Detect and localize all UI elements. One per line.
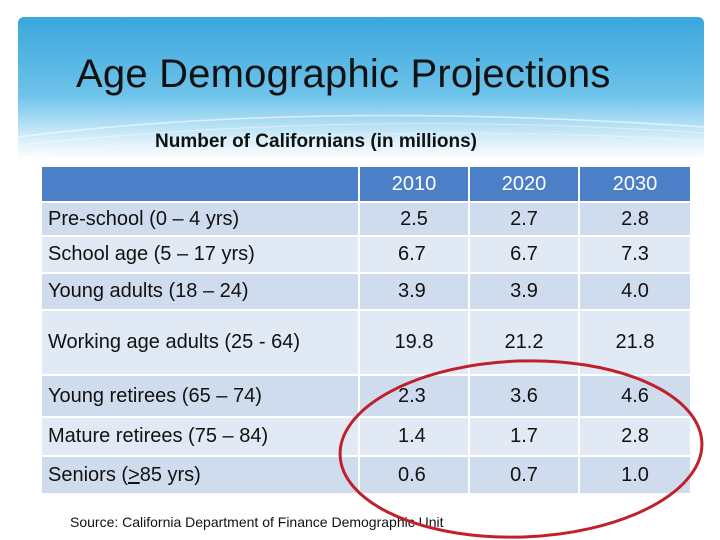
decorative-swoosh [18,114,704,156]
value-cell: 2.5 [360,203,470,237]
value-cell: 6.7 [470,237,580,274]
value-cell: 19.8 [360,311,470,376]
table-header-row: 2010 2020 2030 [42,167,690,203]
value-cell: 2.3 [360,376,470,418]
row-label-prefix: Seniors ( [48,463,129,486]
value-cell: 7.3 [580,237,690,274]
value-cell: 3.9 [360,274,470,311]
row-label-suffix: 85 yrs) [139,463,201,486]
projection-table: 2010 2020 2030 Pre-school (0 – 4 yrs) 2.… [42,167,690,495]
table-row: Pre-school (0 – 4 yrs) 2.5 2.7 2.8 [42,203,690,237]
table-row: Seniors (>85 yrs) 0.6 0.7 1.0 [42,457,690,495]
value-cell: 6.7 [360,237,470,274]
row-label: School age (5 – 17 yrs) [42,237,360,274]
value-cell: 2.7 [470,203,580,237]
value-cell: 1.4 [360,418,470,457]
value-cell: 3.6 [470,376,580,418]
slide-title: Age Demographic Projections [76,52,611,96]
table-row: Mature retirees (75 – 84) 1.4 1.7 2.8 [42,418,690,457]
value-cell: 4.6 [580,376,690,418]
table-subtitle: Number of Californians (in millions) [155,131,477,152]
value-cell: 0.7 [470,457,580,495]
value-cell: 21.2 [470,311,580,376]
table-row: Young adults (18 – 24) 3.9 3.9 4.0 [42,274,690,311]
header-banner [18,17,704,160]
header-label-cell [42,167,360,203]
value-cell: 21.8 [580,311,690,376]
value-cell: 3.9 [470,274,580,311]
table-row: School age (5 – 17 yrs) 6.7 6.7 7.3 [42,237,690,274]
value-cell: 1.7 [470,418,580,457]
row-label: Seniors (>85 yrs) [42,457,360,495]
header-year-2030: 2030 [580,167,690,203]
row-label: Working age adults (25 - 64) [42,311,360,376]
source-note: Source: California Department of Finance… [70,514,444,530]
row-label: Mature retirees (75 – 84) [42,418,360,457]
table-row: Young retirees (65 – 74) 2.3 3.6 4.6 [42,376,690,418]
row-label: Pre-school (0 – 4 yrs) [42,203,360,237]
header-year-2020: 2020 [470,167,580,203]
value-cell: 2.8 [580,203,690,237]
row-label-ge-symbol: > [128,463,140,486]
value-cell: 2.8 [580,418,690,457]
header-year-2010: 2010 [360,167,470,203]
table-row: Working age adults (25 - 64) 19.8 21.2 2… [42,311,690,376]
row-label: Young adults (18 – 24) [42,274,360,311]
value-cell: 1.0 [580,457,690,495]
value-cell: 4.0 [580,274,690,311]
row-label: Young retirees (65 – 74) [42,376,360,418]
value-cell: 0.6 [360,457,470,495]
